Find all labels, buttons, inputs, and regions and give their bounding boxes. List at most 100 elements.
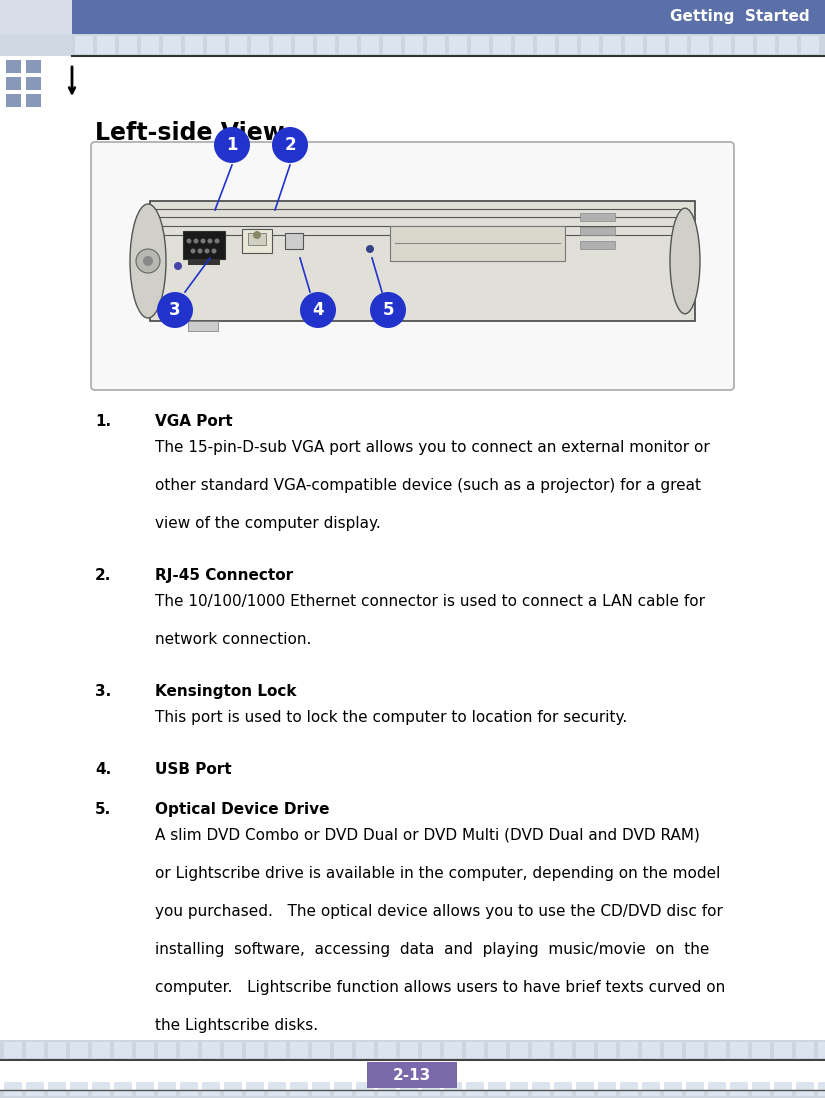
Bar — [620, 1042, 638, 1058]
Bar — [515, 36, 533, 54]
Bar — [224, 1082, 242, 1096]
Bar — [713, 36, 731, 54]
Circle shape — [208, 238, 213, 244]
Bar — [400, 1082, 418, 1096]
Text: Getting  Started: Getting Started — [671, 10, 810, 24]
Circle shape — [370, 292, 406, 328]
Text: other standard VGA-compatible device (such as a projector) for a great: other standard VGA-compatible device (su… — [155, 478, 701, 493]
Text: Optical Device Drive: Optical Device Drive — [155, 802, 329, 817]
Bar — [664, 1042, 682, 1058]
Bar — [510, 1042, 528, 1058]
Text: installing  software,  accessing  data  and  playing  music/movie  on  the: installing software, accessing data and … — [155, 942, 710, 957]
Bar — [248, 233, 266, 245]
Bar — [625, 36, 643, 54]
Bar — [356, 1082, 374, 1096]
Bar — [708, 1082, 726, 1096]
Text: 1.: 1. — [95, 414, 111, 429]
Bar — [735, 36, 753, 54]
Bar — [0, 0, 72, 34]
Bar — [334, 1082, 352, 1096]
Bar — [141, 36, 159, 54]
Text: 2: 2 — [284, 136, 296, 154]
Bar — [708, 1042, 726, 1058]
Circle shape — [200, 238, 205, 244]
Text: 2.: 2. — [95, 568, 111, 583]
Bar — [290, 1082, 308, 1096]
Bar — [26, 60, 41, 72]
Bar — [801, 36, 819, 54]
Bar — [242, 229, 272, 253]
Circle shape — [136, 249, 160, 273]
Bar — [0, 34, 72, 56]
Bar — [4, 1042, 22, 1058]
Text: 1: 1 — [226, 136, 238, 154]
Text: RJ-45 Connector: RJ-45 Connector — [155, 568, 293, 583]
Bar — [4, 1082, 22, 1096]
Circle shape — [194, 238, 199, 244]
Bar — [580, 227, 615, 235]
Text: 3.: 3. — [95, 684, 111, 699]
Bar — [642, 1042, 660, 1058]
Bar — [779, 36, 797, 54]
Bar — [158, 1082, 176, 1096]
Bar — [669, 36, 687, 54]
Bar — [70, 1042, 88, 1058]
Bar — [405, 36, 423, 54]
Bar — [185, 36, 203, 54]
Bar — [422, 1082, 440, 1096]
Bar — [229, 36, 247, 54]
Bar — [818, 1042, 825, 1058]
Bar — [691, 36, 709, 54]
Bar — [0, 1090, 825, 1098]
Bar — [818, 1082, 825, 1096]
Text: USB Port: USB Port — [155, 762, 232, 777]
Text: 4.: 4. — [95, 762, 111, 777]
Bar — [390, 226, 565, 261]
Circle shape — [186, 238, 191, 244]
Bar — [26, 77, 41, 90]
Bar — [285, 233, 303, 249]
Bar — [26, 94, 41, 107]
Bar — [642, 1082, 660, 1096]
Bar — [559, 36, 577, 54]
Bar — [757, 36, 775, 54]
Text: the Lightscribe disks.: the Lightscribe disks. — [155, 1018, 318, 1033]
Bar — [295, 36, 313, 54]
Bar — [774, 1082, 792, 1096]
Text: or Lightscribe drive is available in the computer, depending on the model: or Lightscribe drive is available in the… — [155, 866, 720, 881]
Bar — [114, 1042, 132, 1058]
Bar — [273, 36, 291, 54]
Bar — [136, 1042, 154, 1058]
Bar — [730, 1042, 748, 1058]
Bar — [686, 1082, 704, 1096]
Bar — [598, 1082, 616, 1096]
Bar — [72, 0, 825, 34]
Bar — [466, 1082, 484, 1096]
Bar — [183, 231, 225, 259]
Bar — [471, 36, 489, 54]
Text: The 15-pin-D-sub VGA port allows you to connect an external monitor or: The 15-pin-D-sub VGA port allows you to … — [155, 440, 710, 455]
Bar — [449, 36, 467, 54]
Bar — [97, 36, 115, 54]
Circle shape — [272, 127, 308, 163]
Bar — [48, 1082, 66, 1096]
Text: 5.: 5. — [95, 802, 111, 817]
Bar — [378, 1082, 396, 1096]
Bar — [488, 1082, 506, 1096]
Bar — [383, 36, 401, 54]
Bar — [580, 213, 615, 221]
Circle shape — [211, 248, 216, 254]
Text: view of the computer display.: view of the computer display. — [155, 516, 381, 531]
Bar — [400, 1042, 418, 1058]
Bar — [26, 1042, 44, 1058]
Bar — [92, 1042, 110, 1058]
Bar — [444, 1042, 462, 1058]
Circle shape — [174, 262, 182, 270]
Text: The 10/100/1000 Ethernet connector is used to connect a LAN cable for: The 10/100/1000 Ethernet connector is us… — [155, 594, 705, 609]
Bar — [339, 36, 357, 54]
Bar — [576, 1042, 594, 1058]
Circle shape — [214, 127, 250, 163]
Bar — [580, 240, 615, 249]
Bar — [427, 36, 445, 54]
FancyBboxPatch shape — [91, 142, 734, 390]
